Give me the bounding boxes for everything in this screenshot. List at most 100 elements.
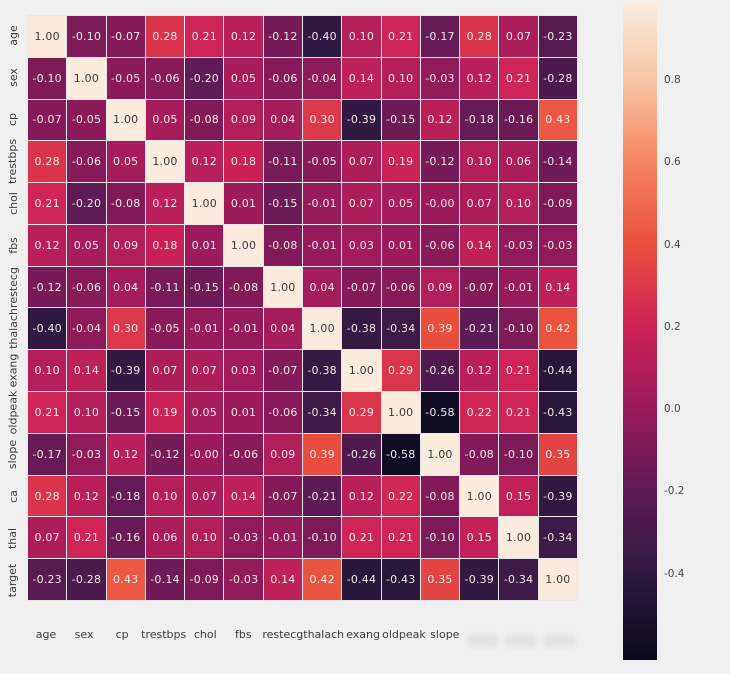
heatmap-cell-cp-ca: -0.18	[460, 99, 499, 141]
colorbar-tick-0.6: 0.6	[664, 156, 681, 169]
heatmap-cell-thalach-sex: -0.04	[67, 308, 106, 350]
heatmap-cell-exang-exang: 1.00	[342, 350, 381, 392]
heatmap-cell-sex-ca: 0.12	[460, 57, 499, 99]
heatmap-cell-sex-trestbps: -0.06	[145, 57, 185, 99]
heatmap-cell-slope-thalach: 0.39	[302, 433, 342, 475]
heatmap-cell-ca-cp: -0.18	[106, 475, 145, 517]
heatmap-cell-fbs-trestbps: 0.18	[145, 224, 185, 266]
heatmap-cell-fbs-sex: 0.05	[67, 224, 106, 266]
y-axis-tick-labels: age sex cp trestbps chol fbs restecg thalach exa…	[0, 15, 26, 601]
colorbar-tick-0.4: 0.4	[664, 238, 681, 251]
heatmap-cell-chol-oldpeak: 0.05	[381, 183, 420, 224]
heatmap-cell-thal-oldpeak: 0.21	[381, 517, 420, 559]
x-tick-label-obscured	[464, 624, 502, 647]
y-tick-label-thal: thal	[0, 517, 26, 559]
y-tick-label-text: oldpeak	[6, 390, 20, 435]
heatmap-cell-cp-slope: 0.12	[420, 99, 460, 141]
heatmap-cell-exang-target: -0.44	[538, 350, 577, 392]
heatmap-cell-slope-thal: -0.10	[499, 433, 538, 475]
heatmap-cell-target-trestbps: -0.14	[145, 559, 185, 600]
heatmap-cell-chol-slope: -0.00	[420, 183, 460, 224]
heatmap-cell-slope-fbs: -0.06	[224, 433, 263, 475]
heatmap-cell-oldpeak-age: 0.21	[28, 392, 67, 433]
heatmap-cell-restecg-exang: -0.07	[342, 266, 381, 308]
heatmap-cell-target-cp: 0.43	[106, 559, 145, 600]
heatmap-cell-thal-exang: 0.21	[342, 517, 381, 559]
heatmap-cell-ca-chol: 0.07	[185, 475, 224, 517]
x-tick-label-sex: sex	[74, 628, 94, 641]
heatmap-cell-trestbps-thalach: -0.05	[302, 141, 342, 183]
y-tick-label-ca: ca	[0, 475, 26, 517]
y-tick-label-text: sex	[6, 68, 20, 88]
heatmap-cell-sex-sex: 1.00	[67, 57, 106, 99]
heatmap-cell-slope-restecg: 0.09	[263, 433, 302, 475]
x-tick-label-fbs: fbs	[235, 628, 252, 641]
heatmap-cell-oldpeak-cp: -0.15	[106, 392, 145, 433]
heatmap-cell-slope-oldpeak: -0.58	[381, 433, 420, 475]
heatmap-cell-age-thal: 0.07	[499, 16, 538, 57]
colorbar	[623, 4, 657, 660]
y-tick-label-chol: chol	[0, 182, 26, 224]
heatmap-cell-exang-thal: 0.21	[499, 350, 538, 392]
heatmap-cell-chol-target: -0.09	[538, 183, 577, 224]
heatmap-cell-fbs-restecg: -0.08	[263, 224, 302, 266]
heatmap-cell-oldpeak-ca: 0.22	[460, 392, 499, 433]
heatmap-cell-age-thalach: -0.40	[302, 16, 342, 57]
heatmap-cell-thal-chol: 0.10	[185, 517, 224, 559]
heatmap-cell-chol-exang: 0.07	[342, 183, 381, 224]
heatmap-cell-cp-cp: 1.00	[106, 99, 145, 141]
heatmap-cell-age-ca: 0.28	[460, 16, 499, 57]
heatmap-cell-restecg-restecg: 1.00	[263, 266, 302, 308]
heatmap-cell-thalach-restecg: 0.04	[263, 308, 302, 350]
heatmap-cell-exang-oldpeak: 0.29	[381, 350, 420, 392]
heatmap-cell-target-thal: -0.34	[499, 559, 538, 600]
heatmap-cell-trestbps-oldpeak: 0.19	[381, 141, 420, 183]
heatmap-cell-thal-trestbps: 0.06	[145, 517, 185, 559]
heatmap-cell-chol-age: 0.21	[28, 183, 67, 224]
heatmap-cell-ca-fbs: 0.14	[224, 475, 263, 517]
x-tick-label-trestbps: trestbps	[141, 628, 187, 641]
heatmap-cell-thalach-cp: 0.30	[106, 308, 145, 350]
heatmap-cell-sex-exang: 0.14	[342, 57, 381, 99]
heatmap-cell-cp-oldpeak: -0.15	[381, 99, 420, 141]
heatmap-cell-restecg-chol: -0.15	[185, 266, 224, 308]
heatmap-cell-thalach-thal: -0.10	[499, 308, 538, 350]
heatmap-cell-thal-ca: 0.15	[460, 517, 499, 559]
heatmap-cell-oldpeak-thal: 0.21	[499, 392, 538, 433]
heatmap-cell-exang-chol: 0.07	[185, 350, 224, 392]
heatmap-cell-slope-trestbps: -0.12	[145, 433, 185, 475]
y-tick-label-target: target	[0, 559, 26, 601]
heatmap-cell-cp-thal: -0.16	[499, 99, 538, 141]
heatmap-cell-slope-age: -0.17	[28, 433, 67, 475]
heatmap-cell-oldpeak-sex: 0.10	[67, 392, 106, 433]
heatmap-cell-trestbps-sex: -0.06	[67, 141, 106, 183]
heatmap-cell-exang-slope: -0.26	[420, 350, 460, 392]
y-tick-label-thalach: thalach	[0, 308, 26, 350]
heatmap-cell-thal-thal: 1.00	[499, 517, 538, 559]
heatmap-cell-thalach-target: 0.42	[538, 308, 577, 350]
heatmap-cell-slope-sex: -0.03	[67, 433, 106, 475]
heatmap-cell-chol-thalach: -0.01	[302, 183, 342, 224]
heatmap-cell-target-chol: -0.09	[185, 559, 224, 600]
heatmap-cell-exang-cp: -0.39	[106, 350, 145, 392]
heatmap-cell-restecg-age: -0.12	[28, 266, 67, 308]
heatmap-cell-thalach-thalach: 1.00	[302, 308, 342, 350]
heatmap-cell-fbs-exang: 0.03	[342, 224, 381, 266]
heatmap-cell-age-target: -0.23	[538, 16, 577, 57]
x-tick-label-thalach: thalach	[303, 628, 345, 641]
heatmap-cell-slope-ca: -0.08	[460, 433, 499, 475]
heatmap-cell-exang-restecg: -0.07	[263, 350, 302, 392]
y-tick-label-exang: exang	[0, 350, 26, 392]
y-tick-label-text: chol	[6, 191, 20, 215]
heatmap-cell-exang-sex: 0.14	[67, 350, 106, 392]
heatmap-cell-slope-slope: 1.00	[420, 433, 460, 475]
heatmap-cell-target-age: -0.23	[28, 559, 67, 600]
blurred-label-smudge	[466, 634, 499, 647]
heatmap-cell-thalach-slope: 0.39	[420, 308, 460, 350]
heatmap-cell-sex-chol: -0.20	[185, 57, 224, 99]
heatmap-cell-restecg-trestbps: -0.11	[145, 266, 185, 308]
heatmap-cell-cp-age: -0.07	[28, 99, 67, 141]
heatmap-cell-cp-thalach: 0.30	[302, 99, 342, 141]
heatmap-cell-cp-exang: -0.39	[342, 99, 381, 141]
y-tick-label-oldpeak: oldpeak	[0, 390, 26, 435]
